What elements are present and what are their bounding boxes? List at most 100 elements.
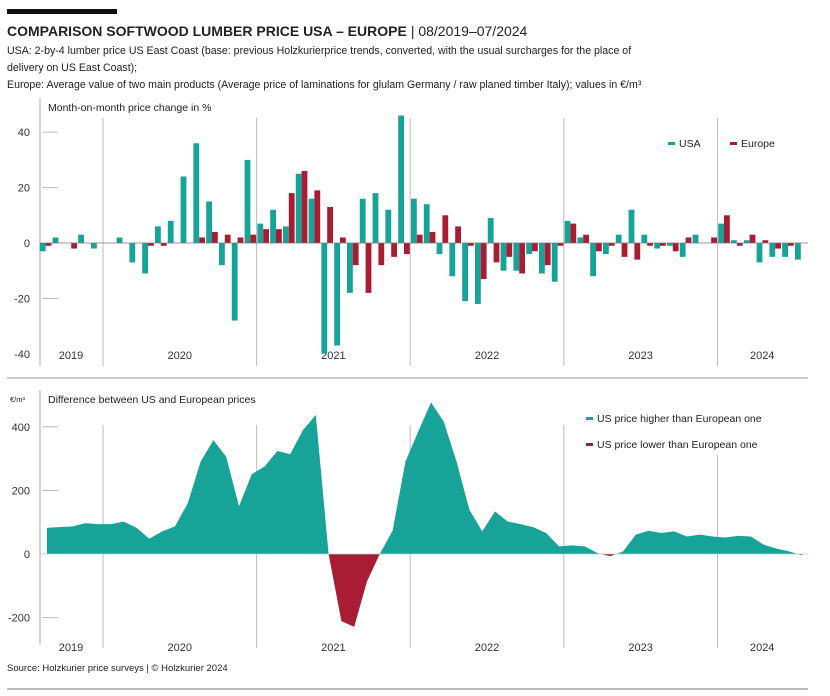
europe-bar (237, 237, 244, 243)
europe-bar (224, 234, 231, 243)
usa-bar (206, 201, 212, 243)
bottom-y-tick-label: 0 (24, 549, 30, 561)
europe-bar (352, 243, 359, 266)
europe-bar (391, 243, 397, 257)
usa-bar (539, 243, 545, 274)
desc-line-1: USA: 2-by-4 lumber price US East Coast (… (7, 45, 631, 57)
usa-bar (116, 237, 123, 243)
us-higher-area (47, 402, 803, 554)
europe-bar (532, 243, 538, 252)
europe-bar (263, 229, 269, 243)
europe-bar (672, 243, 679, 252)
top-y-tick-label: -20 (14, 293, 30, 305)
usa-bar (603, 243, 609, 255)
bottom-year-label: 2019 (59, 642, 83, 654)
europe-bar (493, 243, 500, 263)
top-year-label: 2022 (475, 350, 499, 362)
bottom-y-tick-label: 200 (12, 485, 30, 497)
usa-bar (551, 243, 558, 282)
usa-bar (321, 243, 328, 354)
usa-bar (244, 159, 251, 243)
usa-bar (679, 243, 686, 257)
europe-bar (288, 193, 295, 243)
usa-bar (52, 237, 59, 243)
europe-bar (557, 243, 564, 246)
top-y-tick-label: 20 (18, 183, 30, 195)
europe-bar (378, 243, 385, 266)
top-y-tick-label: 40 (18, 127, 30, 139)
desc-line-2: delivery on US East Coast); (7, 62, 137, 74)
europe-bar (199, 237, 205, 243)
usa-bar (91, 243, 97, 249)
top-legend: USA Europe (668, 138, 775, 150)
usa-bar (743, 240, 750, 243)
chart-title: COMPARISON SOFTWOOD LUMBER PRICE USA – E… (7, 23, 528, 39)
top-rule (7, 9, 117, 14)
europe-bar (160, 243, 167, 246)
top-year-label: 2021 (321, 350, 345, 362)
usa-bar (795, 243, 801, 260)
usa-bar (411, 198, 417, 243)
usa-bar (334, 243, 340, 346)
legend-lower-swatch (586, 443, 593, 446)
bottom-y-tick-label: 400 (12, 422, 30, 434)
usa-bar (193, 143, 200, 243)
europe-bar (340, 237, 346, 243)
europe-bar (736, 243, 743, 246)
europe-bar (276, 229, 282, 243)
usa-bar (398, 115, 404, 243)
bottom-chart-title: Difference between US and European price… (48, 394, 256, 406)
legend-usa-swatch (668, 142, 675, 145)
top-year-label: 2020 (168, 350, 192, 362)
usa-bar (526, 243, 532, 255)
europe-bar (71, 243, 77, 249)
top-year-label: 2023 (628, 350, 652, 362)
bottom-year-label: 2020 (168, 642, 192, 654)
usa-bar (219, 243, 225, 266)
europe-bar (621, 243, 628, 257)
usa-bar (718, 223, 724, 243)
europe-bar (519, 243, 525, 274)
europe-bar (711, 237, 717, 243)
bottom-y-tick-label: -200 (8, 613, 30, 625)
top-y-tick-label: -40 (14, 349, 30, 361)
title-text: COMPARISON SOFTWOOD LUMBER PRICE USA – E… (7, 23, 407, 39)
europe-bar (301, 170, 308, 243)
legend-europe-label: Europe (741, 138, 775, 150)
legend-higher-swatch (586, 417, 593, 420)
title-period: | 08/2019–07/2024 (411, 23, 528, 39)
europe-bar (45, 243, 52, 246)
bottom-year-label: 2022 (475, 642, 499, 654)
usa-bar (359, 198, 366, 243)
europe-bar (506, 243, 513, 257)
source-note: Source: Holzkurier price surveys | © Hol… (7, 663, 228, 674)
top-year-label: 2019 (59, 350, 83, 362)
usa-bar (372, 193, 379, 243)
usa-bar (270, 209, 276, 243)
europe-bar (416, 234, 423, 243)
usa-bar (167, 220, 174, 243)
usa-bar (731, 240, 737, 243)
usa-bar (577, 237, 584, 243)
usa-bar (347, 243, 353, 293)
bottom-year-label: 2024 (750, 642, 774, 654)
top-chart-title: Month-on-month price change in % (48, 102, 211, 114)
bottom-year-label: 2023 (628, 642, 652, 654)
europe-bar (365, 243, 372, 293)
usa-bar (436, 243, 443, 255)
europe-bar (583, 234, 589, 243)
usa-bar (78, 234, 84, 243)
desc-line-3: Europe: Average value of two main produc… (7, 79, 642, 91)
europe-bar (608, 243, 615, 246)
europe-bar (480, 243, 487, 280)
usa-bar (142, 243, 148, 274)
usa-bar (231, 243, 238, 321)
usa-bar (513, 243, 520, 271)
price-difference-chart: €/m³ Difference between US and European … (8, 390, 808, 654)
bottom-unit-label: €/m³ (10, 395, 26, 404)
legend-usa-label: USA (679, 138, 701, 150)
usa-bar (756, 243, 763, 263)
usa-bar (283, 226, 289, 243)
europe-bar (314, 190, 321, 243)
